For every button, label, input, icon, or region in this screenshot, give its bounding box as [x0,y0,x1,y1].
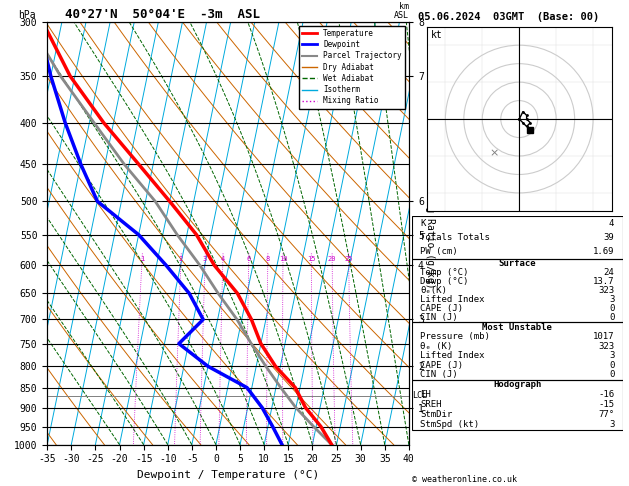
Text: 77°: 77° [598,410,615,419]
Text: 0: 0 [609,370,615,380]
Text: 10: 10 [279,257,287,262]
Text: 0: 0 [609,313,615,322]
Y-axis label: Mixing Ratio (g/kg): Mixing Ratio (g/kg) [425,177,435,289]
Text: 2: 2 [179,257,183,262]
Text: 3: 3 [203,257,208,262]
Text: StmSpd (kt): StmSpd (kt) [420,420,479,429]
Text: PW (cm): PW (cm) [420,247,458,256]
Text: -15: -15 [598,400,615,409]
Text: 39: 39 [604,233,615,242]
Text: 0: 0 [609,361,615,370]
Text: Lifted Index: Lifted Index [420,351,485,360]
Text: 3: 3 [609,420,615,429]
Text: CIN (J): CIN (J) [420,313,458,322]
Text: Dewp (°C): Dewp (°C) [420,277,469,286]
Text: 05.06.2024  03GMT  (Base: 00): 05.06.2024 03GMT (Base: 00) [418,12,599,22]
Text: 323: 323 [598,286,615,295]
Text: Surface: Surface [499,259,536,268]
Text: LCL: LCL [413,391,428,400]
Bar [412,323,623,380]
Text: 6: 6 [247,257,251,262]
Bar [412,259,623,323]
Text: Hodograph: Hodograph [493,380,542,389]
Text: -16: -16 [598,390,615,399]
Text: hPa: hPa [18,10,36,20]
Text: 25: 25 [345,257,353,262]
Text: 13.7: 13.7 [593,277,615,286]
Text: 1017: 1017 [593,332,615,341]
Legend: Temperature, Dewpoint, Parcel Trajectory, Dry Adiabat, Wet Adiabat, Isotherm, Mi: Temperature, Dewpoint, Parcel Trajectory… [299,26,405,108]
Text: CAPE (J): CAPE (J) [420,361,464,370]
Text: 0: 0 [609,304,615,313]
Text: θₑ (K): θₑ (K) [420,342,453,351]
Text: 15: 15 [307,257,316,262]
Text: 24: 24 [604,268,615,277]
Text: 20: 20 [328,257,337,262]
Text: Lifted Index: Lifted Index [420,295,485,304]
Text: 1.69: 1.69 [593,247,615,256]
Text: 3: 3 [609,351,615,360]
Text: StmDir: StmDir [420,410,453,419]
X-axis label: Dewpoint / Temperature (°C): Dewpoint / Temperature (°C) [137,470,319,480]
Text: km
ASL: km ASL [394,2,409,20]
Text: Totals Totals: Totals Totals [420,233,490,242]
Text: 40°27'N  50°04'E  -3m  ASL: 40°27'N 50°04'E -3m ASL [65,8,260,21]
Bar [412,380,623,430]
Text: Temp (°C): Temp (°C) [420,268,469,277]
Text: kt: kt [431,31,442,40]
Text: 1: 1 [140,257,144,262]
Bar [412,216,623,259]
Text: 4: 4 [221,257,225,262]
Text: CIN (J): CIN (J) [420,370,458,380]
Text: 3: 3 [609,295,615,304]
Text: 323: 323 [598,342,615,351]
Text: Most Unstable: Most Unstable [482,323,552,332]
Text: θₑ(K): θₑ(K) [420,286,447,295]
Text: K: K [420,219,426,228]
Text: 8: 8 [265,257,270,262]
Text: Pressure (mb): Pressure (mb) [420,332,490,341]
Text: CAPE (J): CAPE (J) [420,304,464,313]
Text: SREH: SREH [420,400,442,409]
Text: 4: 4 [609,219,615,228]
Text: ⨯: ⨯ [490,148,499,158]
Text: © weatheronline.co.uk: © weatheronline.co.uk [412,474,517,484]
Text: EH: EH [420,390,431,399]
